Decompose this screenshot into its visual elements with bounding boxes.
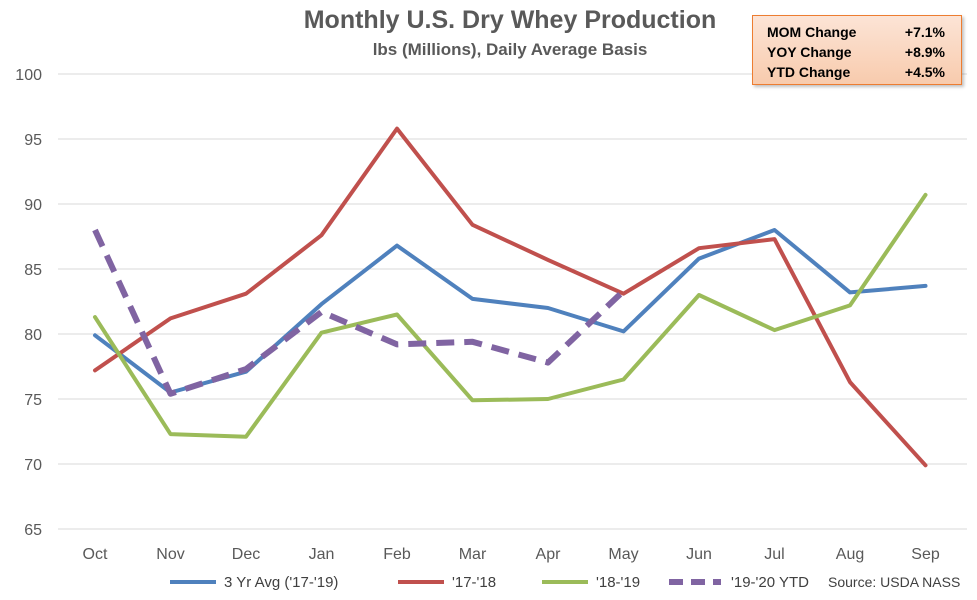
x-tick-label: Sep (911, 546, 940, 563)
x-tick-label: Oct (83, 546, 108, 563)
chart-title: Monthly U.S. Dry Whey Production (303, 6, 717, 34)
y-tick-label: 70 (24, 457, 42, 474)
legend-item-19-20-ytd: '19-'20 YTD (665, 570, 809, 594)
x-tick-label: Jan (309, 546, 335, 563)
ytd-change-row: YTD Change +4.5% (767, 62, 945, 82)
x-tick-label: Dec (232, 546, 260, 563)
ytd-change-label: YTD Change (767, 64, 851, 80)
mom-change-row: MOM Change +7.1% (767, 22, 945, 42)
x-tick-label: Feb (383, 546, 411, 563)
yoy-change-value: +8.9% (904, 44, 945, 60)
ytd-change-value: +4.5% (904, 64, 945, 80)
legend-label-3yr-avg: 3 Yr Avg ('17-'19) (224, 573, 339, 591)
legend-swatch-18-19 (542, 580, 588, 584)
legend-label-19-20-ytd: '19-'20 YTD (731, 573, 809, 591)
x-tick-label: Nov (156, 546, 184, 563)
series-line-0 (93, 228, 928, 395)
y-tick-label: 90 (24, 197, 42, 214)
legend-item-3yr-avg: 3 Yr Avg ('17-'19) (168, 570, 338, 594)
y-tick-label: 100 (15, 67, 42, 84)
data-series (92, 126, 928, 468)
x-tick-label: May (608, 546, 638, 563)
gridlines (58, 73, 967, 530)
x-tick-label: Jun (686, 546, 712, 563)
change-summary-box: MOM Change +7.1% YOY Change +8.9% YTD Ch… (752, 15, 962, 85)
legend-label-17-18: '17-'18 (452, 573, 497, 591)
legend-item-18-19: '18-'19 (540, 570, 640, 594)
mom-change-value: +7.1% (904, 24, 945, 40)
axis-labels: 65 70 75 80 85 90 95 100 Oct Nov Dec Jan Feb Mar Apr Ma… (15, 67, 940, 563)
chart-subtitle: lbs (Millions), Daily Average Basis (372, 40, 648, 59)
series-line-2 (93, 192, 928, 439)
series-line-1 (93, 126, 928, 468)
x-tick-label: Apr (536, 546, 562, 563)
legend-swatch-19-20-ytd (669, 579, 721, 585)
source-note: Source: USDA NASS (828, 574, 961, 590)
legend-label-18-19: '18-'19 (596, 573, 641, 591)
y-tick-label: 75 (24, 392, 42, 409)
mom-change-label: MOM Change (767, 24, 857, 40)
y-tick-label: 85 (24, 262, 42, 279)
x-tick-label: Jul (764, 546, 784, 563)
series-line-3 (92, 228, 626, 397)
x-tick-label: Aug (836, 546, 864, 563)
x-tick-label: Mar (459, 546, 487, 563)
y-tick-label: 80 (24, 327, 42, 344)
y-tick-label: 65 (24, 522, 42, 539)
legend-item-17-18: '17-'18 (396, 570, 496, 594)
yoy-change-label: YOY Change (767, 44, 852, 60)
legend-swatch-3yr-avg (170, 580, 216, 584)
yoy-change-row: YOY Change +8.9% (767, 42, 945, 62)
legend-swatch-17-18 (398, 580, 444, 584)
y-tick-label: 95 (24, 132, 42, 149)
